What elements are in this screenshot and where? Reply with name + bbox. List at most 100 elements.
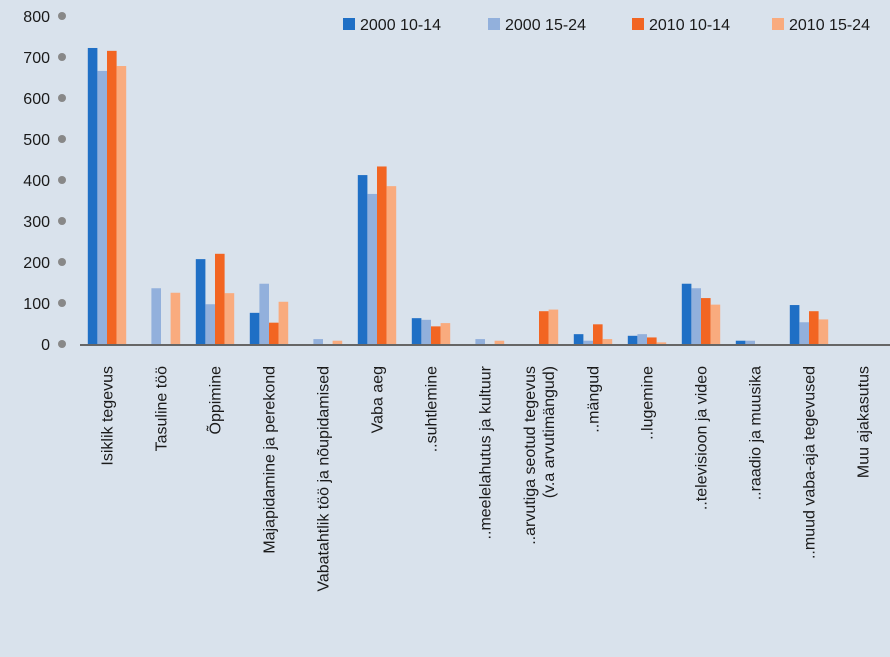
bar	[818, 319, 829, 344]
legend-swatch	[632, 18, 644, 30]
bar	[411, 318, 422, 344]
bar	[602, 339, 613, 344]
x-category-label-line: ..lugemine	[640, 366, 657, 440]
x-category-label: Majapidamine ja perekond	[262, 366, 279, 554]
x-category-label-line: Tasuline töö	[154, 366, 171, 451]
bar	[386, 186, 397, 344]
x-category-label: Vaba aeg	[370, 366, 387, 433]
bar	[647, 337, 657, 344]
y-axis: 0 100 200 300 400 500 600 700 800	[23, 9, 66, 354]
y-tick-label: 500	[23, 132, 50, 149]
y-tick-label: 600	[23, 91, 50, 108]
x-category-label: ..suhtlemine	[424, 366, 441, 452]
x-category-label-line: (v.a arvutimängud)	[541, 366, 558, 498]
y-tick-marker	[58, 94, 66, 102]
legend-label: 2000 10-14	[360, 17, 441, 34]
bar	[809, 311, 819, 344]
x-category-label-line: Vaba aeg	[370, 366, 387, 433]
x-category-label: ..mängud	[586, 366, 603, 433]
legend-swatch	[488, 18, 500, 30]
bar-marks	[87, 47, 829, 345]
y-tick-marker	[58, 217, 66, 225]
bar	[494, 340, 505, 344]
x-category-label: Muu ajakasutus	[856, 366, 873, 478]
x-category-label-line: Majapidamine ja perekond	[262, 366, 279, 554]
y-tick-label: 300	[23, 214, 50, 231]
legend-swatch	[772, 18, 784, 30]
bar	[205, 304, 215, 344]
legend-swatch	[343, 18, 355, 30]
bar	[656, 342, 667, 344]
x-category-label: Vabatahtlik töö ja nõupidamised	[316, 366, 333, 592]
x-category-label-line: ..meelelahutus ja kultuur	[478, 365, 495, 539]
legend-label: 2000 15-24	[505, 17, 586, 34]
x-category-label: ..lugemine	[640, 366, 657, 440]
x-category-label: ..muud vaba-aja tegevused	[802, 366, 819, 559]
bar	[593, 324, 603, 344]
x-category-label: Tasuline töö	[154, 366, 171, 451]
bar	[710, 304, 721, 344]
y-tick-label: 100	[23, 296, 50, 313]
bar	[313, 339, 323, 344]
bar	[195, 259, 206, 344]
x-category-label-line: Õppimine	[205, 366, 225, 435]
y-tick-marker	[58, 299, 66, 307]
bar	[107, 50, 117, 344]
bar	[97, 70, 107, 344]
x-category-label: Isiklik tegevus	[100, 366, 117, 466]
bar	[367, 193, 377, 344]
bar	[332, 340, 343, 344]
bar	[170, 292, 181, 344]
bar	[691, 288, 701, 344]
bar	[278, 301, 289, 344]
bar	[745, 340, 755, 344]
bar	[87, 47, 98, 344]
x-category-label-line: ..suhtlemine	[424, 366, 441, 452]
x-category-label-line: ..televisioon ja video	[694, 366, 711, 510]
y-tick-label: 800	[23, 9, 50, 26]
bar	[637, 334, 647, 344]
x-axis-labels: Isiklik tegevus Tasuline töö Õppimine Majap…	[100, 365, 873, 591]
y-tick-label: 200	[23, 255, 50, 272]
bar	[116, 66, 127, 345]
y-tick-marker	[58, 135, 66, 143]
x-category-label-line: Muu ajakasutus	[856, 366, 873, 478]
x-category-label: ..meelelahutus ja kultuur	[478, 365, 495, 539]
bar	[548, 309, 559, 344]
bar	[573, 334, 584, 344]
x-category-label: ..raadio ja muusika	[748, 366, 765, 500]
x-category-label-line: ..mängud	[586, 366, 603, 433]
bar	[681, 283, 692, 344]
bar	[249, 312, 260, 344]
x-category-label-line: ..raadio ja muusika	[748, 366, 765, 500]
bar	[421, 319, 431, 344]
bar	[259, 283, 269, 344]
y-tick-label: 700	[23, 50, 50, 67]
bar	[151, 288, 161, 344]
y-tick-label: 0	[41, 337, 50, 354]
legend-label: 2010 10-14	[649, 17, 730, 34]
x-category-label: ..televisioon ja video	[694, 366, 711, 510]
bar	[357, 175, 368, 344]
legend: 2000 10-14 2000 15-24 2010 10-14 2010 15-24	[343, 17, 870, 34]
bar	[539, 311, 549, 344]
bar	[735, 340, 746, 344]
y-tick-marker	[58, 12, 66, 20]
y-tick-marker	[58, 53, 66, 61]
bar	[377, 166, 387, 344]
bar	[789, 305, 800, 344]
x-category-label-line: Vabatahtlik töö ja nõupidamised	[316, 366, 333, 592]
bar	[475, 339, 485, 344]
bar	[440, 323, 451, 344]
x-category-label: Õppimine	[205, 366, 225, 435]
bar	[431, 326, 441, 344]
y-tick-marker	[58, 258, 66, 266]
legend-label: 2010 15-24	[789, 17, 870, 34]
y-tick-marker	[58, 340, 66, 348]
bar	[627, 335, 638, 344]
bar	[269, 322, 279, 344]
x-category-label-line: ..muud vaba-aja tegevused	[802, 366, 819, 559]
y-tick-marker	[58, 176, 66, 184]
bar	[224, 293, 235, 344]
bar	[799, 322, 809, 344]
